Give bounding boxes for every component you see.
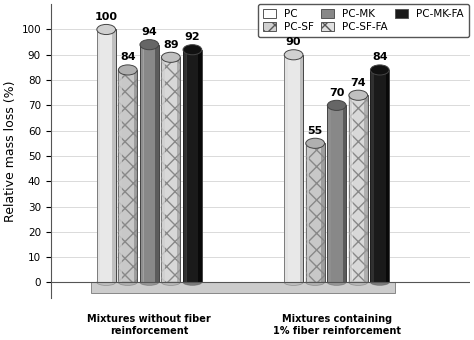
Ellipse shape [370,279,389,285]
FancyBboxPatch shape [328,105,331,283]
FancyBboxPatch shape [97,30,116,283]
FancyBboxPatch shape [370,70,389,283]
Ellipse shape [140,279,159,285]
Ellipse shape [349,90,368,100]
Legend: PC, PC-SF, PC-MK, PC-SF-FA, PC-MK-FA: PC, PC-SF, PC-MK, PC-SF-FA, PC-MK-FA [258,3,469,37]
FancyBboxPatch shape [183,50,202,283]
FancyBboxPatch shape [370,70,374,283]
Text: 94: 94 [141,27,157,37]
FancyBboxPatch shape [118,70,122,283]
Text: 84: 84 [372,52,388,62]
Ellipse shape [306,138,325,148]
Ellipse shape [162,52,180,62]
FancyBboxPatch shape [306,143,325,283]
Ellipse shape [328,100,346,110]
FancyBboxPatch shape [343,105,346,283]
FancyBboxPatch shape [350,95,353,283]
FancyBboxPatch shape [119,70,122,283]
FancyBboxPatch shape [349,95,368,283]
FancyBboxPatch shape [141,45,144,283]
Ellipse shape [284,279,303,285]
FancyBboxPatch shape [321,143,325,283]
FancyBboxPatch shape [112,30,116,283]
FancyBboxPatch shape [199,50,202,283]
Text: 70: 70 [329,88,345,98]
FancyBboxPatch shape [98,30,100,283]
FancyBboxPatch shape [162,57,180,283]
Ellipse shape [328,279,346,285]
FancyBboxPatch shape [300,55,303,283]
Ellipse shape [162,279,180,285]
Ellipse shape [97,279,116,285]
Ellipse shape [370,65,389,75]
FancyBboxPatch shape [163,57,165,283]
Ellipse shape [97,24,116,35]
Ellipse shape [183,45,202,55]
FancyBboxPatch shape [328,105,331,283]
Ellipse shape [349,279,368,285]
Y-axis label: Relative mass loss (%): Relative mass loss (%) [4,80,17,222]
FancyBboxPatch shape [285,55,288,283]
Text: 92: 92 [184,32,200,42]
FancyBboxPatch shape [306,143,309,283]
FancyBboxPatch shape [183,50,186,283]
FancyBboxPatch shape [177,57,180,283]
Text: 74: 74 [350,78,366,88]
Ellipse shape [183,279,202,285]
Text: 55: 55 [308,126,323,136]
Text: 90: 90 [286,37,301,47]
FancyBboxPatch shape [284,55,303,283]
Ellipse shape [118,65,137,75]
FancyBboxPatch shape [328,105,346,283]
FancyBboxPatch shape [140,45,143,283]
FancyBboxPatch shape [140,45,159,283]
FancyBboxPatch shape [162,57,165,283]
Polygon shape [91,283,395,292]
FancyBboxPatch shape [284,55,288,283]
Text: 100: 100 [95,12,118,22]
Text: 89: 89 [163,40,179,50]
FancyBboxPatch shape [134,70,137,283]
FancyBboxPatch shape [307,143,310,283]
FancyBboxPatch shape [386,70,389,283]
FancyBboxPatch shape [97,30,100,283]
FancyBboxPatch shape [349,95,352,283]
Ellipse shape [118,279,137,285]
Ellipse shape [306,279,325,285]
FancyBboxPatch shape [372,70,374,283]
Ellipse shape [140,39,159,50]
Text: 84: 84 [120,52,136,62]
FancyBboxPatch shape [118,70,137,283]
FancyBboxPatch shape [364,95,368,283]
FancyBboxPatch shape [184,50,187,283]
FancyBboxPatch shape [155,45,159,283]
Ellipse shape [284,50,303,60]
